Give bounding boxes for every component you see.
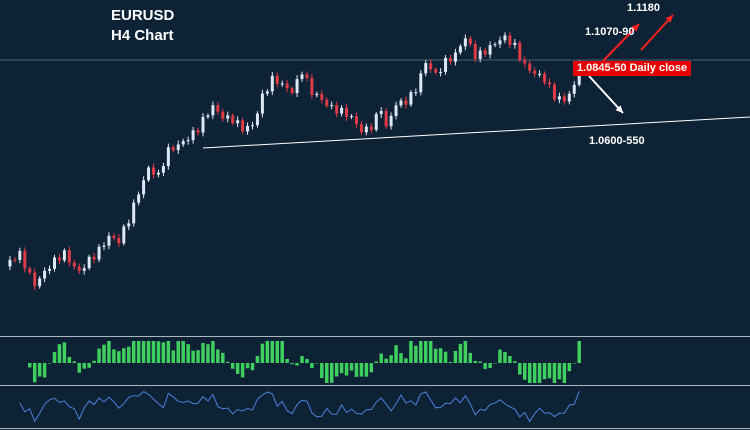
projection-arrow-2: [640, 14, 674, 51]
breakdown-arrow: [588, 75, 624, 114]
oscillator-line: [19, 390, 580, 423]
pane-separators: [0, 336, 750, 429]
upper-target-label: 1.1180: [627, 2, 661, 14]
daily-close-label: 1.0845-50 Daily close: [573, 61, 692, 76]
momentum-histogram: [28, 341, 581, 383]
chart-timeframe: H4 Chart: [111, 26, 174, 44]
chart-symbol: EURUSD: [111, 7, 175, 24]
trendline: [202, 116, 750, 149]
projection-arrow-1: [602, 23, 640, 62]
candles: [8, 32, 581, 291]
support-zone-label: 1.0600-550: [589, 135, 645, 147]
resistance-zone-label: 1.1070-90: [585, 26, 635, 38]
chart-title: EURUSD H4 Chart: [111, 6, 174, 45]
